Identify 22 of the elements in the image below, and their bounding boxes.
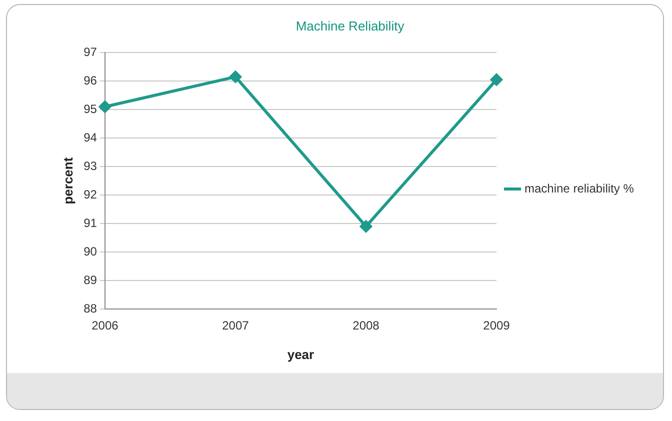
x-axis-title: year bbox=[287, 346, 314, 362]
x-tick-label: 2006 bbox=[92, 318, 119, 333]
y-tick-label: 96 bbox=[84, 73, 98, 88]
point bbox=[490, 74, 502, 86]
x-tick-label: 2008 bbox=[352, 318, 380, 333]
x-tick-label: 2009 bbox=[483, 318, 510, 333]
legend-label: machine reliability % bbox=[524, 181, 634, 196]
y-tick-label: 92 bbox=[84, 187, 98, 202]
y-axis-title: percent bbox=[60, 156, 76, 204]
y-tick-label: 89 bbox=[84, 272, 98, 287]
y-tick-label: 94 bbox=[84, 130, 98, 144]
point bbox=[229, 70, 242, 83]
x-tick-label: 2007 bbox=[222, 318, 250, 333]
y-tick-label: 93 bbox=[84, 158, 98, 173]
y-tick-label: 95 bbox=[84, 102, 98, 116]
y-tick-label: 90 bbox=[84, 244, 98, 258]
y-tick-label: 97 bbox=[84, 44, 98, 59]
y-tick-label: 88 bbox=[84, 301, 98, 316]
chart-title: Machine Reliability bbox=[296, 18, 405, 34]
point bbox=[98, 100, 111, 113]
point bbox=[360, 220, 372, 232]
y-tick-label: 91 bbox=[84, 216, 98, 230]
